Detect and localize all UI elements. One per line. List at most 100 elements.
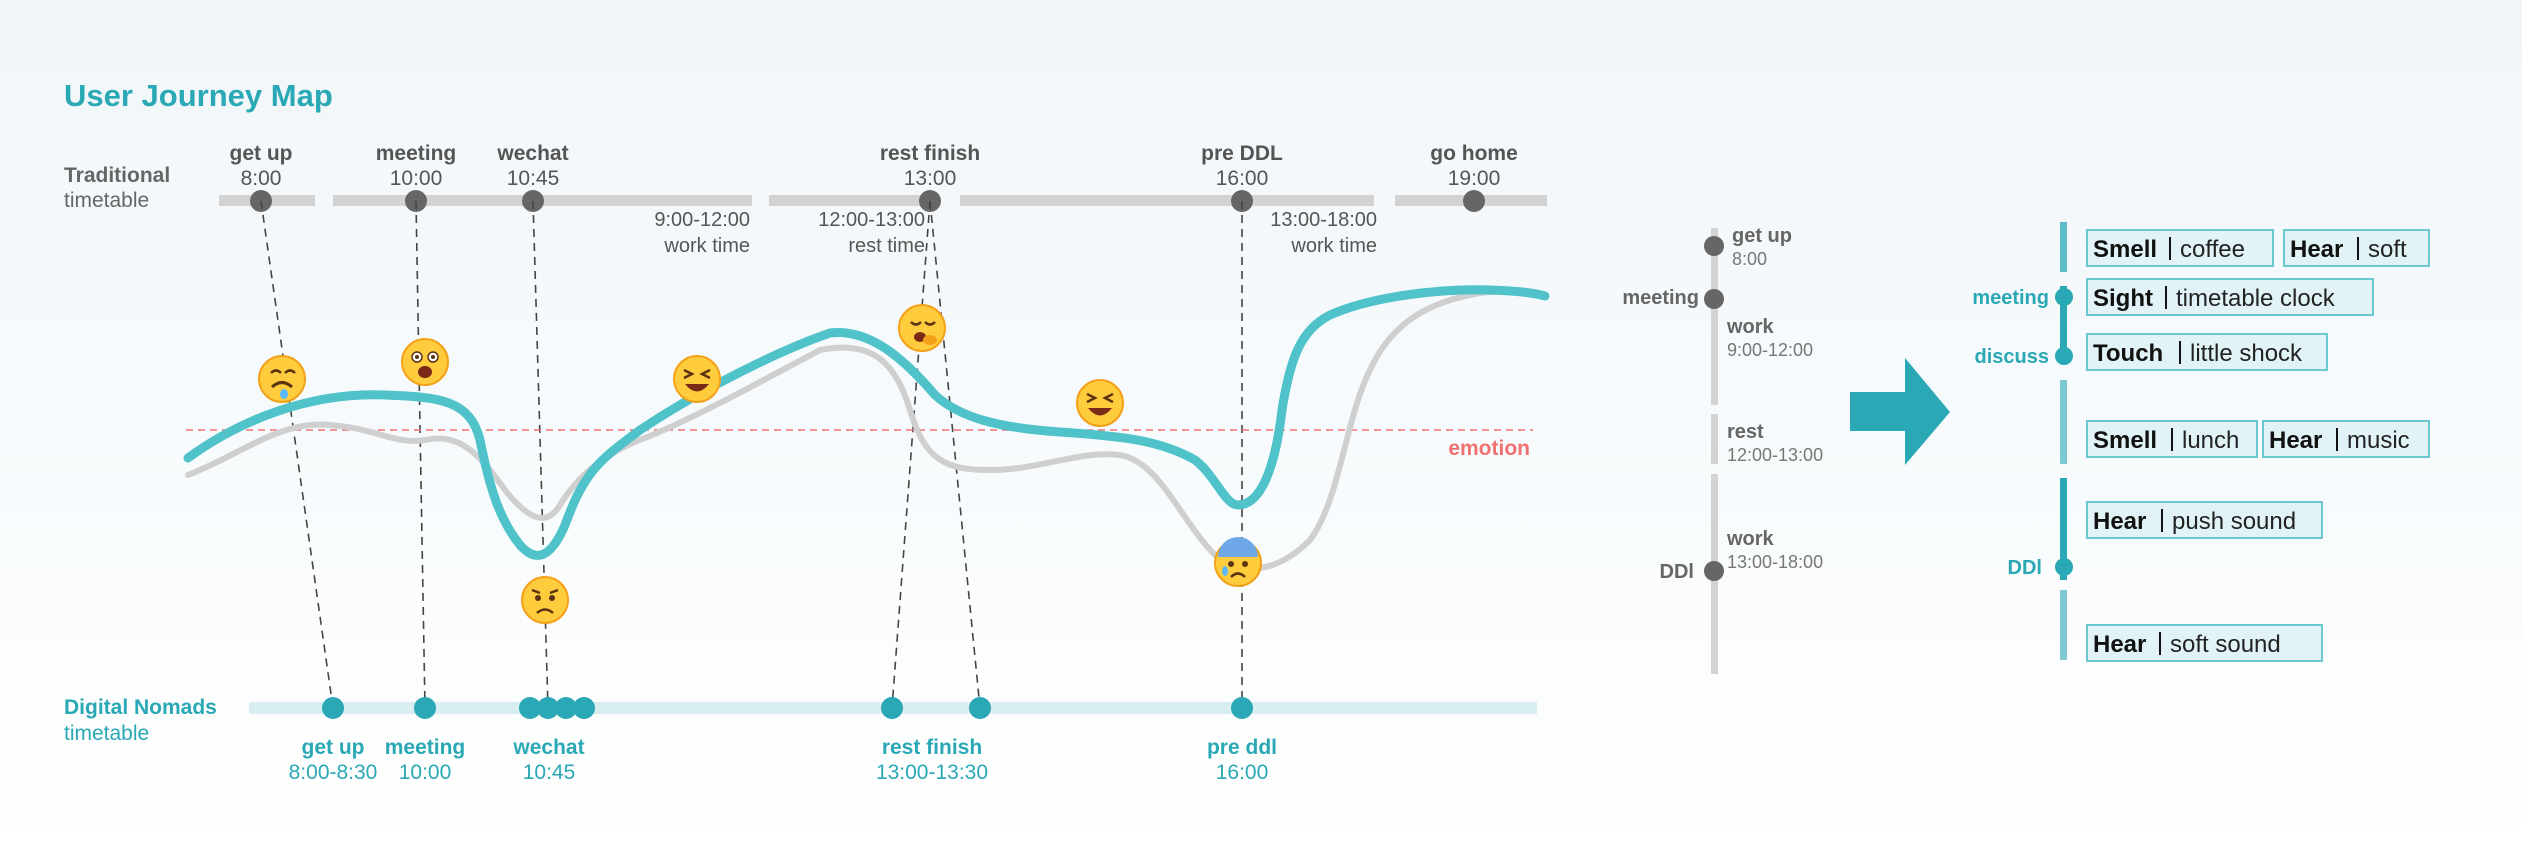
nomads-sublabel: timetable <box>64 722 149 745</box>
schedule-item-title: work <box>1726 528 1775 550</box>
yawning-face-icon <box>898 304 946 352</box>
trad-event-name: pre DDL <box>1201 142 1283 165</box>
trad-event-name: meeting <box>376 142 457 165</box>
nomad-event-pre-ddl: pre ddl 16:00 <box>1207 736 1277 784</box>
traditional-emotion-curve <box>185 288 1548 572</box>
schedule-bar <box>1711 228 1718 405</box>
trad-event-name: wechat <box>496 142 568 165</box>
nomad-event-name: get up <box>302 736 365 759</box>
nomad-event-time: 10:45 <box>523 761 576 784</box>
connector-lines <box>260 200 1243 709</box>
sense-tag: Hear music <box>2262 420 2430 458</box>
sense-type: Smell <box>2093 236 2157 263</box>
nomads-dot <box>519 697 541 719</box>
nomads-label: Digital Nomads <box>64 696 217 719</box>
connector-line <box>929 200 981 709</box>
schedule-column: meeting DDl get up 8:00 work 9:00-12:00 … <box>1622 225 1823 674</box>
trad-event-time: 8:00 <box>241 167 282 190</box>
sense-value: coffee <box>2180 236 2245 263</box>
sense-value: timetable clock <box>2176 285 2336 312</box>
connector-line <box>415 200 426 709</box>
nomad-event-time: 16:00 <box>1216 761 1269 784</box>
senses-dot <box>2055 288 2073 306</box>
nomad-event-getup: get up 8:00-8:30 <box>289 736 378 784</box>
sense-tag: Sight timetable clock <box>2086 278 2374 316</box>
range-label: rest time <box>848 235 925 257</box>
nomad-event-name: wechat <box>512 736 584 759</box>
page-title: User Journey Map <box>64 78 333 113</box>
trad-event-time: 10:00 <box>390 167 443 190</box>
sense-type: Hear <box>2093 508 2146 535</box>
schedule-item-sub: 12:00-13:00 <box>1727 445 1823 465</box>
senses-bar <box>2060 590 2067 660</box>
range-time: 12:00-13:00 <box>818 209 925 231</box>
nomads-dots <box>322 697 1253 719</box>
schedule-item-title: get up <box>1732 225 1792 247</box>
nomads-dot <box>537 697 559 719</box>
traditional-label: Traditional <box>64 164 170 187</box>
track-segment <box>769 195 939 206</box>
sense-value: soft <box>2368 236 2407 263</box>
nomads-dot <box>555 697 577 719</box>
sense-value: lunch <box>2182 427 2239 454</box>
worried-face-icon <box>521 576 569 624</box>
trad-event-name: go home <box>1430 142 1518 165</box>
sense-type: Smell <box>2093 427 2157 454</box>
sense-tag: Touch little shock <box>2086 333 2328 371</box>
connector-line <box>532 200 549 709</box>
sense-value: music <box>2347 427 2410 454</box>
emotion-label: emotion <box>1448 437 1530 460</box>
senses-dot <box>2055 347 2073 365</box>
senses-column: meeting discuss DDl Smell coffee Hear so… <box>1972 222 2430 662</box>
nomad-event-time: 13:00-13:30 <box>876 761 988 784</box>
schedule-dot <box>1704 289 1724 309</box>
nomad-event-time: 10:00 <box>399 761 452 784</box>
senses-label-ddl: DDl <box>2008 557 2042 579</box>
sense-value: little shock <box>2190 340 2303 367</box>
anxious-sweat-face-icon <box>1214 537 1262 587</box>
nomads-dot <box>1231 697 1253 719</box>
schedule-item-sub: 13:00-18:00 <box>1727 552 1823 572</box>
nomads-dot <box>414 697 436 719</box>
nomad-event-wechat: wechat 10:45 <box>512 736 584 784</box>
laughing-face-icon <box>673 355 721 403</box>
range-label: work time <box>1290 235 1377 257</box>
connector-line <box>891 200 931 709</box>
range-work-morning: 9:00-12:00 work time <box>654 209 750 257</box>
senses-dot <box>2055 558 2073 576</box>
nomads-dot <box>881 697 903 719</box>
schedule-bar <box>1711 414 1718 464</box>
schedule-item-title: rest <box>1727 421 1764 443</box>
sense-tag: Hear push sound <box>2086 501 2323 539</box>
trad-event-time: 16:00 <box>1216 167 1269 190</box>
grinning-squinting-face-icon <box>1076 379 1124 427</box>
schedule-dot <box>1704 561 1724 581</box>
senses-bar <box>2060 478 2067 580</box>
arrow-right-icon <box>1850 358 1950 465</box>
sense-tag: Hear soft sound <box>2086 624 2323 662</box>
trad-event-time: 19:00 <box>1448 167 1501 190</box>
range-time: 9:00-12:00 <box>654 209 750 231</box>
nomad-event-name: rest finish <box>882 736 982 759</box>
range-rest: 12:00-13:00 rest time <box>818 209 925 257</box>
trad-event-dot <box>1463 190 1485 212</box>
range-label: work time <box>663 235 750 257</box>
sense-value: soft sound <box>2170 631 2281 658</box>
schedule-label-ddl: DDl <box>1660 561 1694 583</box>
senses-label-discuss: discuss <box>1975 346 2049 368</box>
traditional-sublabel: timetable <box>64 189 149 212</box>
nomad-event-rest-finish: rest finish 13:00-13:30 <box>876 736 988 784</box>
sad-drooling-face-icon <box>258 355 306 403</box>
nomads-emotion-curve <box>183 285 1550 560</box>
sense-type: Touch <box>2093 340 2163 367</box>
connector-line <box>260 200 334 709</box>
senses-bar <box>2060 380 2067 464</box>
schedule-label-meeting: meeting <box>1622 287 1699 309</box>
track-segment <box>960 195 1374 206</box>
trad-event-go-home: go home 19:00 <box>1430 142 1518 212</box>
trad-event-time: 10:45 <box>507 167 560 190</box>
scared-face-icon <box>401 338 449 386</box>
sense-type: Hear <box>2290 236 2343 263</box>
trad-event-wechat: wechat 10:45 <box>496 142 569 212</box>
nomads-dot <box>322 697 344 719</box>
